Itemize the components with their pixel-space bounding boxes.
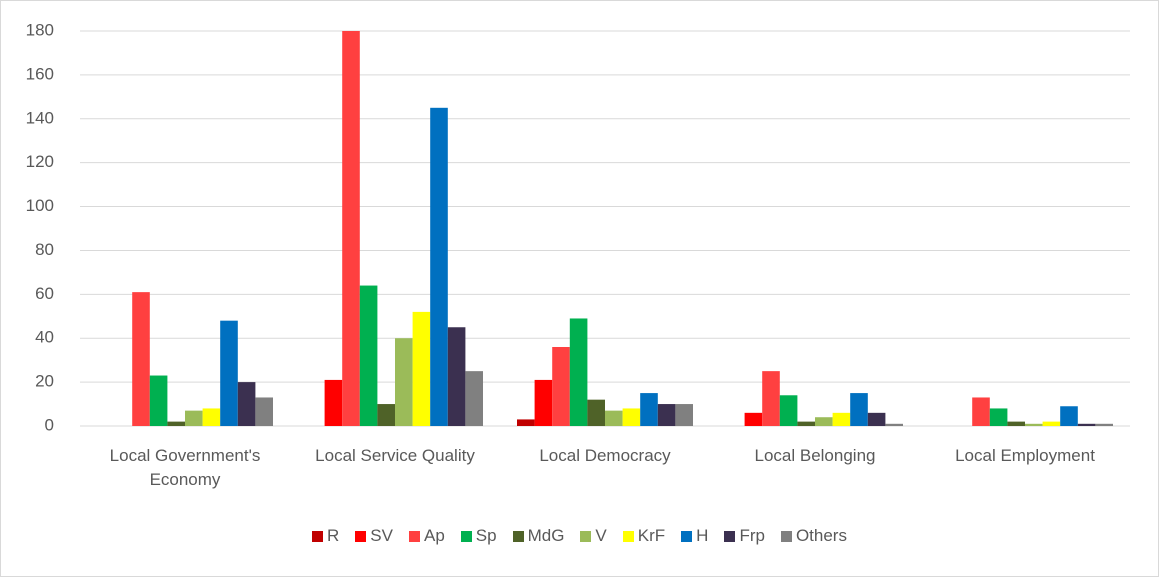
legend-label: V: [595, 526, 607, 545]
bar: [587, 399, 605, 426]
legend-label: H: [696, 526, 709, 545]
y-tick-label: 40: [35, 328, 54, 347]
legend-swatch: [780, 530, 792, 542]
bar: [185, 410, 203, 426]
bar: [395, 338, 413, 426]
legend-label: MdG: [527, 526, 565, 545]
bar: [850, 393, 868, 426]
bar: [867, 412, 886, 426]
bar: [657, 404, 676, 426]
bar: [517, 419, 535, 426]
legend-swatch: [681, 530, 693, 542]
bar: [149, 375, 168, 426]
legend-swatch: [312, 530, 324, 542]
bar: [324, 379, 343, 426]
bar: [1077, 423, 1096, 426]
x-tick-label: Local Government's Economy: [109, 446, 261, 489]
legend-swatch: [580, 530, 592, 542]
legend-item: KrF: [622, 526, 666, 546]
bar: [675, 404, 693, 426]
legend-label: Others: [795, 526, 847, 545]
bar: [989, 408, 1008, 426]
bar: [1025, 423, 1043, 426]
bar: [569, 318, 588, 426]
bar: [622, 408, 641, 426]
legend-swatch: [355, 530, 367, 542]
y-tick-label: 60: [35, 284, 54, 303]
bar: [1095, 423, 1113, 426]
bar: [465, 371, 483, 426]
legend-label: SV: [370, 526, 393, 545]
bar: [202, 408, 221, 426]
legend-item: Others: [780, 526, 847, 546]
legend-item: Frp: [724, 526, 765, 546]
bar: [534, 379, 553, 426]
legend-item: R: [312, 526, 339, 546]
legend-label: KrF: [637, 526, 666, 545]
y-tick-label: 0: [45, 415, 54, 434]
legend-swatch: [408, 530, 420, 542]
legend-item: MdG: [512, 526, 565, 546]
bar: [779, 395, 798, 426]
legend-swatch: [622, 530, 634, 542]
y-tick-label: 120: [26, 152, 54, 171]
bar: [342, 31, 360, 426]
y-tick-label: 20: [35, 372, 54, 391]
bar: [972, 397, 990, 426]
bar: [237, 382, 256, 426]
bar: [762, 371, 780, 426]
y-tick-label: 180: [26, 20, 54, 39]
bar: [815, 417, 833, 426]
y-tick-label: 80: [35, 240, 54, 259]
bar: [430, 107, 448, 427]
legend-swatch: [460, 530, 472, 542]
bar: [1042, 421, 1061, 426]
bar: [359, 285, 378, 426]
legend-label: Ap: [423, 526, 445, 545]
legend-item: Ap: [408, 526, 445, 546]
bar: [167, 421, 185, 426]
y-tick-label: 140: [26, 108, 54, 127]
legend-label: R: [327, 526, 340, 545]
bar: [605, 410, 623, 426]
bar: [797, 421, 815, 426]
bar: [377, 404, 395, 426]
bar: [1060, 406, 1078, 426]
x-tick-label: Local Service Quality: [315, 446, 475, 465]
bar: [412, 311, 431, 426]
bar: [220, 320, 238, 426]
bar: [640, 393, 658, 426]
legend-swatch: [512, 530, 524, 542]
legend-label: Frp: [739, 526, 765, 545]
bar: [132, 292, 150, 426]
bar: [255, 397, 273, 426]
legend-label: Sp: [475, 526, 497, 545]
bar: [744, 412, 763, 426]
legend-item: V: [580, 526, 607, 546]
bar: [1007, 421, 1025, 426]
legend-swatch: [724, 530, 736, 542]
bar: [832, 412, 851, 426]
x-tick-label: Local Employment: [955, 446, 1095, 465]
x-tick-label: Local Democracy: [539, 446, 671, 465]
bar: [552, 347, 570, 426]
x-tick-label: Local Belonging: [754, 446, 876, 465]
legend-item: SV: [355, 526, 393, 546]
bar: [885, 423, 903, 426]
y-tick-label: 100: [26, 196, 54, 215]
legend: R SV Ap Sp MdG V KrF H Frp Others: [0, 526, 1159, 546]
bar: [447, 327, 466, 426]
legend-item: H: [681, 526, 708, 546]
y-tick-label: 160: [26, 64, 54, 83]
legend-item: Sp: [460, 526, 497, 546]
